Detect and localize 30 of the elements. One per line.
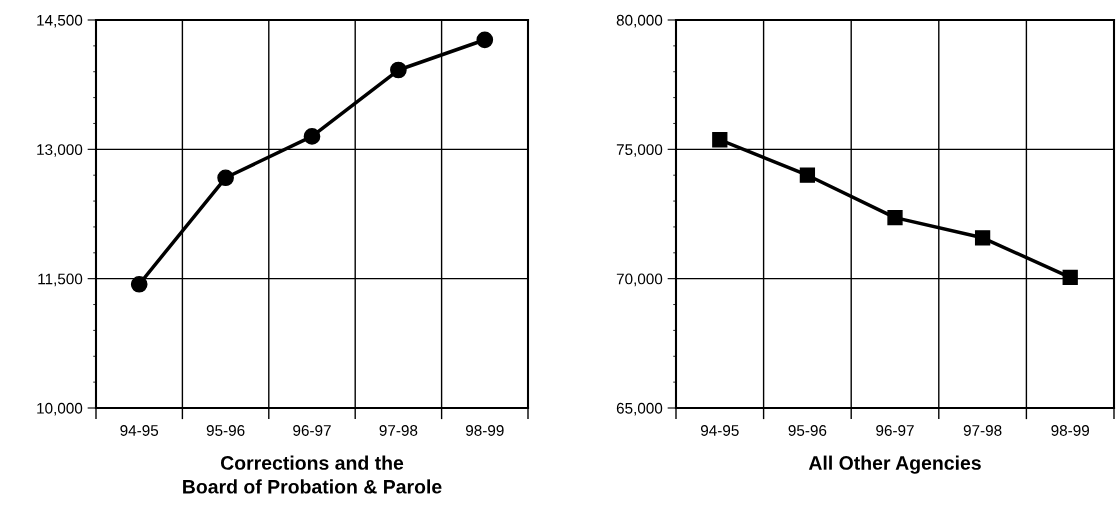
point xyxy=(130,275,148,293)
point xyxy=(303,128,321,145)
point xyxy=(217,169,234,187)
x-tick-label: 95-96 xyxy=(788,425,827,436)
point xyxy=(712,132,728,148)
y-tick-label: 11,500 xyxy=(38,273,83,287)
point xyxy=(1062,269,1078,286)
y-tick-label: 65,000 xyxy=(616,402,663,416)
point xyxy=(887,209,903,226)
x-axis-title: All Other Agencies xyxy=(808,455,981,474)
y-tick-label: 70,000 xyxy=(616,273,663,287)
y-tick-label: 13,000 xyxy=(37,144,83,157)
y-tick-label: 75,000 xyxy=(616,144,663,157)
x-tick-label: 96-97 xyxy=(876,425,914,436)
y-tick-label: 10,000 xyxy=(37,402,83,416)
point xyxy=(476,31,494,49)
x-axis-title: Corrections and the Board of Probation & Parole xyxy=(183,455,442,494)
x-tick-label: 97-98 xyxy=(963,425,1002,436)
x-tick-label: 95-96 xyxy=(206,425,245,436)
y-tick-label: 80,000 xyxy=(616,14,663,28)
x-tick-label: 94-95 xyxy=(120,425,159,436)
x-tick-label: 96-97 xyxy=(293,425,331,436)
point xyxy=(390,61,407,79)
x-tick-label: 97-98 xyxy=(379,425,418,436)
x-tick-label: 94-95 xyxy=(700,425,739,436)
point xyxy=(799,167,816,183)
x-tick-label: 98-99 xyxy=(1051,425,1090,436)
x-tick-label: 98-99 xyxy=(465,425,504,436)
point xyxy=(974,230,991,246)
y-tick-label: 14,500 xyxy=(37,14,83,28)
